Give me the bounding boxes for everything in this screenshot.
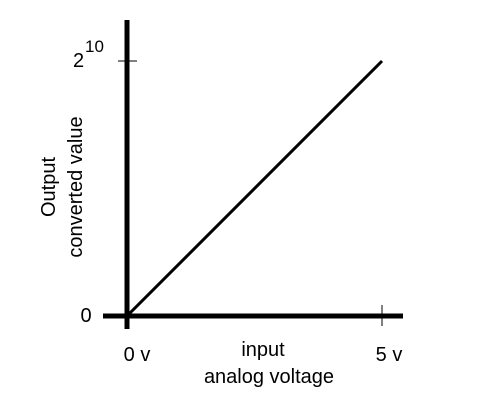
y-axis-title-line2: converted value	[65, 116, 87, 257]
y-axis-title-line1: Output	[38, 157, 60, 217]
y-tick-label-max-exponent: 10	[85, 37, 104, 56]
x-axis-title-line1: input	[241, 339, 285, 361]
x-tick-label-zero: 0 v	[124, 344, 151, 366]
x-axis-title-line2: analog voltage	[204, 366, 334, 388]
y-tick-label-max: 2	[73, 50, 84, 72]
series-line	[125, 59, 384, 318]
y-tick-label-zero: 0	[80, 305, 91, 327]
x-tick-label-max: 5 v	[376, 344, 403, 366]
